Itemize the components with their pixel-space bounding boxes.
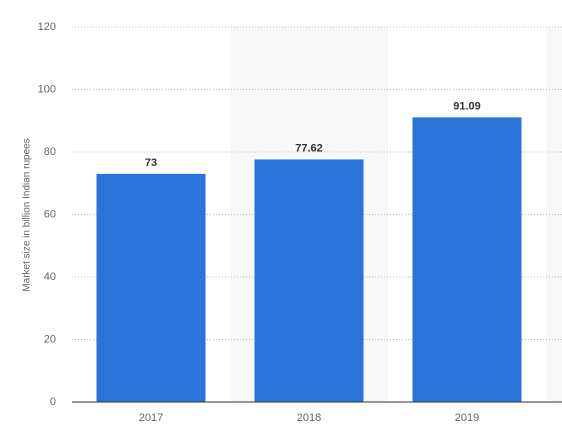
x-tick-label: 2019: [455, 412, 479, 424]
bar: [412, 117, 522, 402]
y-tick-label: 0: [50, 396, 56, 408]
y-tick-label: 40: [44, 271, 56, 283]
band-shade: [546, 27, 562, 402]
y-tick-label: 120: [38, 21, 56, 33]
y-tick-label: 20: [44, 333, 56, 345]
y-tick-label: 60: [44, 208, 56, 220]
bar: [254, 159, 364, 402]
y-axis-label: Market size in billion Indian rupees: [22, 138, 33, 291]
y-tick-label: 80: [44, 146, 56, 158]
x-tick-label: 2018: [297, 412, 321, 424]
x-tick-label: 2017: [139, 412, 163, 424]
y-tick-label: 100: [38, 83, 56, 95]
bar: [96, 173, 206, 402]
data-label: 91.09: [453, 100, 481, 112]
data-label: 73: [145, 157, 157, 169]
data-label: 77.62: [295, 142, 323, 154]
